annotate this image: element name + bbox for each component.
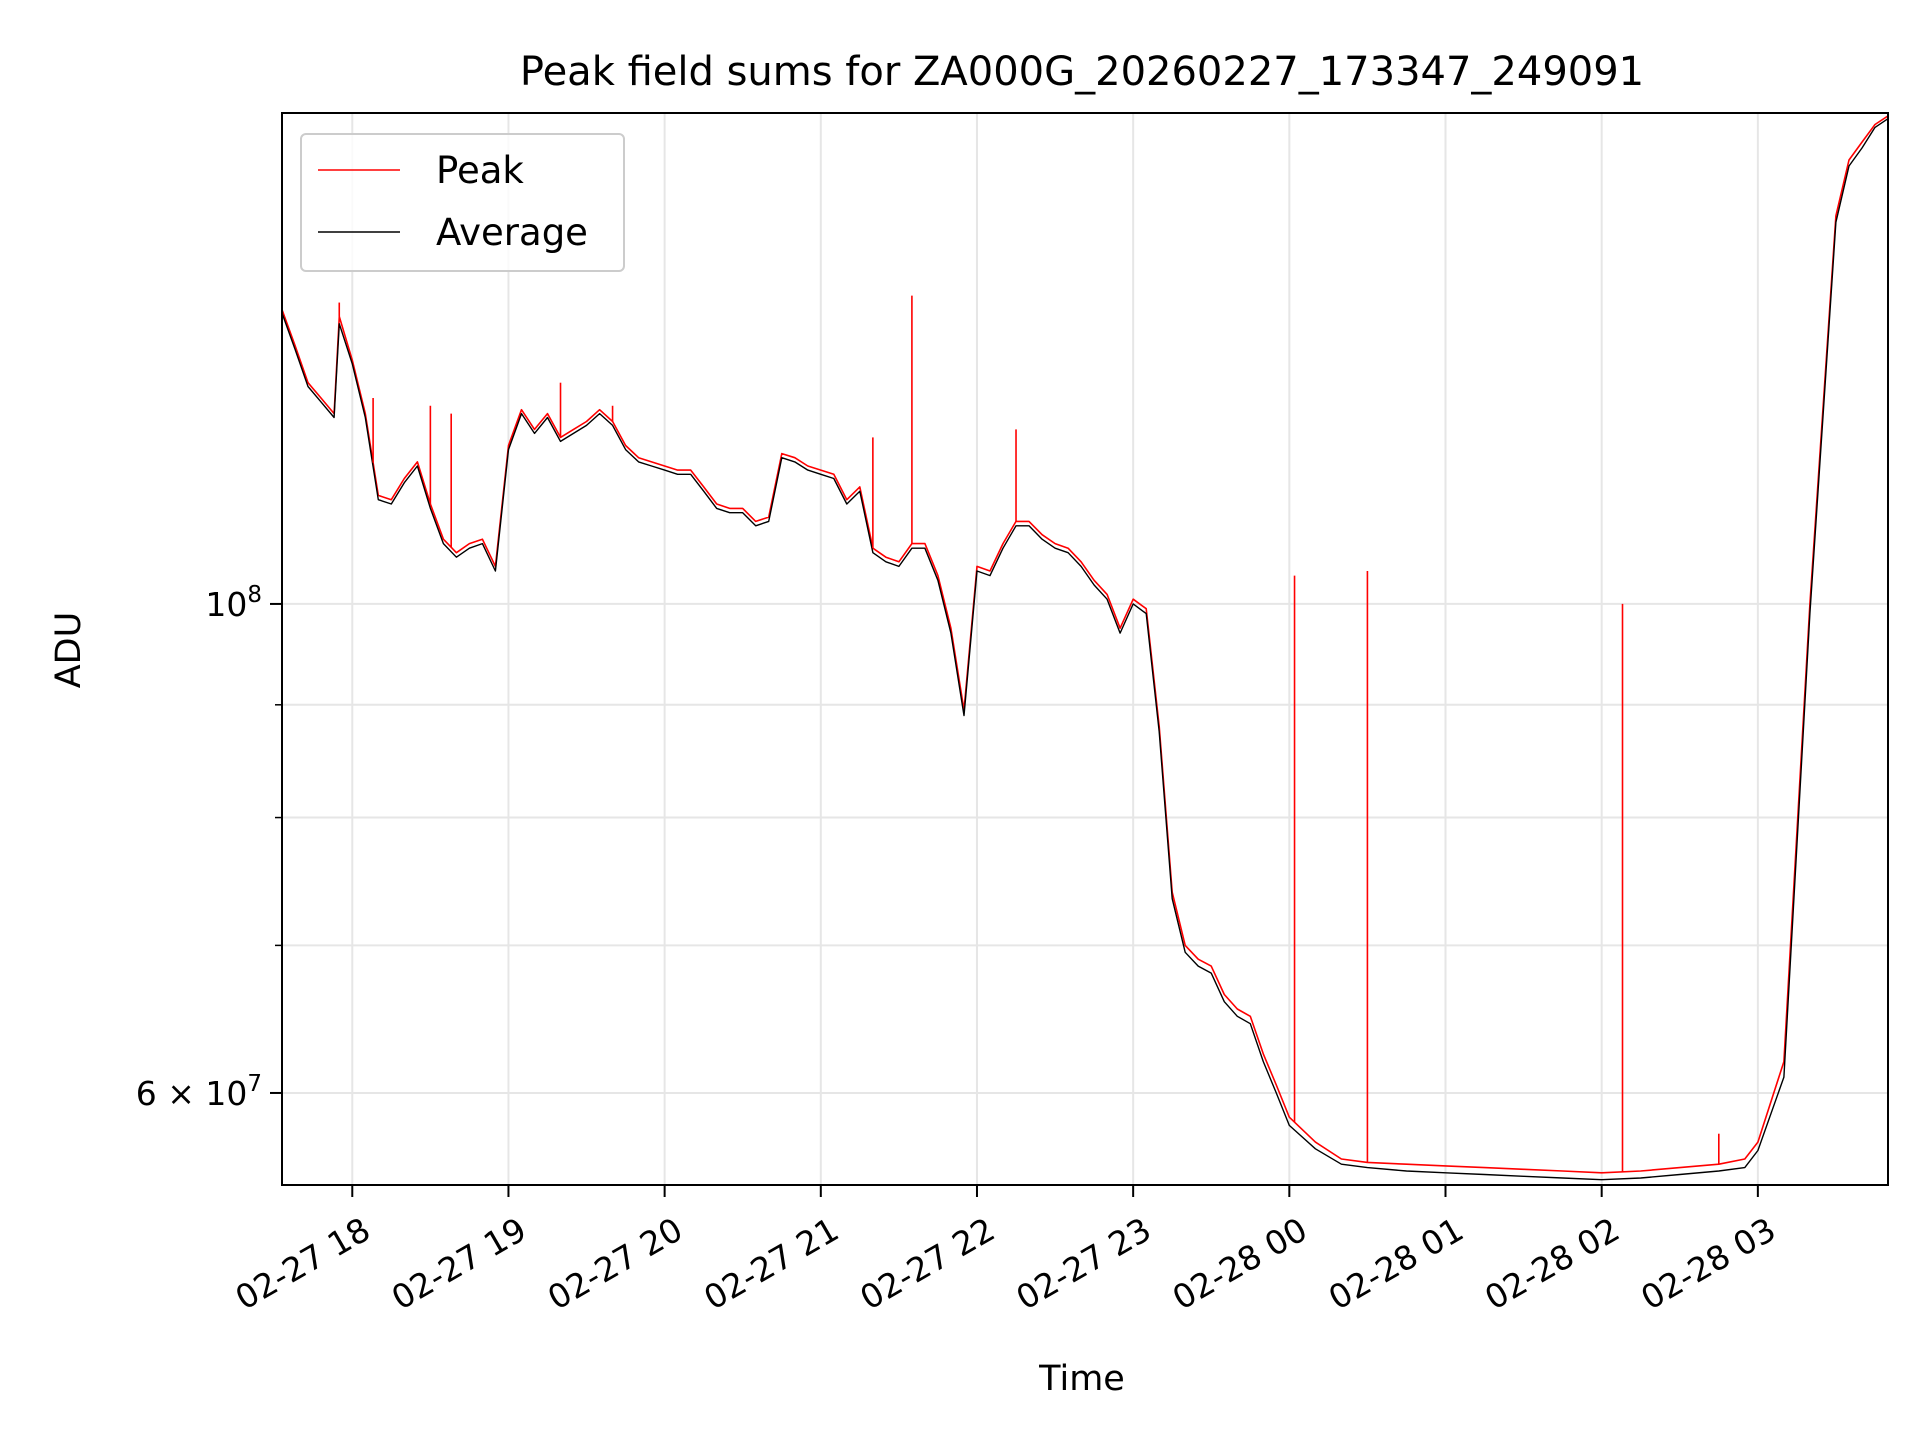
legend-average-label: Average: [436, 211, 588, 254]
series-line-peak: [282, 115, 1888, 1174]
legend: Peak Average: [300, 133, 625, 272]
plot-frame: [281, 112, 1889, 1186]
y-tick-label: 108: [205, 582, 262, 624]
legend-box: [300, 133, 625, 272]
series-line-average: [282, 118, 1888, 1181]
y-axis-label: ADU: [49, 612, 89, 689]
x-axis-label: Time: [1038, 1359, 1125, 1399]
y-tick-label: 6 × 107: [136, 1071, 262, 1113]
plot-series: [282, 115, 1888, 1181]
legend-peak-label: Peak: [436, 149, 524, 192]
chart-title: Peak field sums for ZA000G_20260227_1733…: [520, 49, 1644, 95]
grid-lines: [282, 113, 1888, 1185]
